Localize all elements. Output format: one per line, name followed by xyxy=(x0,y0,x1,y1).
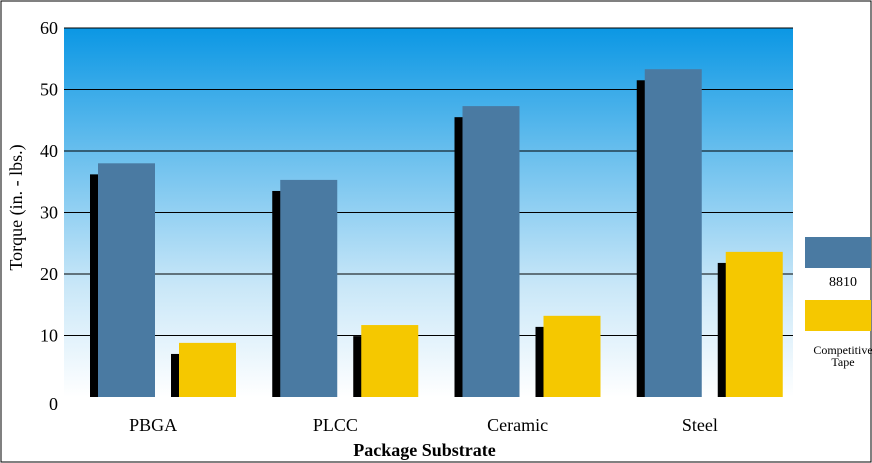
x-tick-label: PLCC xyxy=(313,415,358,435)
bar-shadow xyxy=(90,174,100,397)
bar xyxy=(462,106,520,397)
bar-shadow xyxy=(535,326,546,397)
bar xyxy=(98,163,155,397)
legend-swatch xyxy=(805,300,871,331)
bar-shadow xyxy=(717,262,728,397)
y-tick-label: 10 xyxy=(40,326,58,346)
bar xyxy=(644,69,702,397)
y-tick-label: 30 xyxy=(40,203,58,223)
legend-swatch xyxy=(805,237,871,268)
bar-shadow xyxy=(636,80,647,398)
bars xyxy=(90,69,783,398)
legend-label: 8810 xyxy=(829,275,857,290)
legend-label: Tape xyxy=(831,355,854,369)
x-tick-label: PBGA xyxy=(129,415,177,435)
bar xyxy=(280,179,338,397)
y-tick-label: 0 xyxy=(49,394,58,414)
x-tick-labels: PBGA PLCC Ceramic Steel xyxy=(129,415,718,435)
x-tick-label: Ceramic xyxy=(487,415,548,435)
y-tick-label: 40 xyxy=(40,141,58,161)
y-tick-label: 50 xyxy=(40,80,58,100)
bar xyxy=(361,325,419,397)
y-tick-label: 60 xyxy=(40,18,58,38)
bar xyxy=(543,315,601,397)
y-axis-label: Torque (in. - lbs.) xyxy=(6,144,27,270)
bar xyxy=(179,342,236,397)
legend-label: Competitive xyxy=(813,343,872,357)
bar-shadow xyxy=(272,190,283,397)
bar-shadow xyxy=(353,336,364,397)
y-tick-label: 20 xyxy=(40,264,58,284)
y-tick-labels: 0 10 20 30 40 50 60 xyxy=(40,18,58,414)
bar xyxy=(725,251,783,397)
x-tick-label: Steel xyxy=(682,415,718,435)
x-axis-label: Package Substrate xyxy=(353,440,496,460)
bar-shadow xyxy=(171,353,181,397)
bar-shadow xyxy=(454,117,465,398)
